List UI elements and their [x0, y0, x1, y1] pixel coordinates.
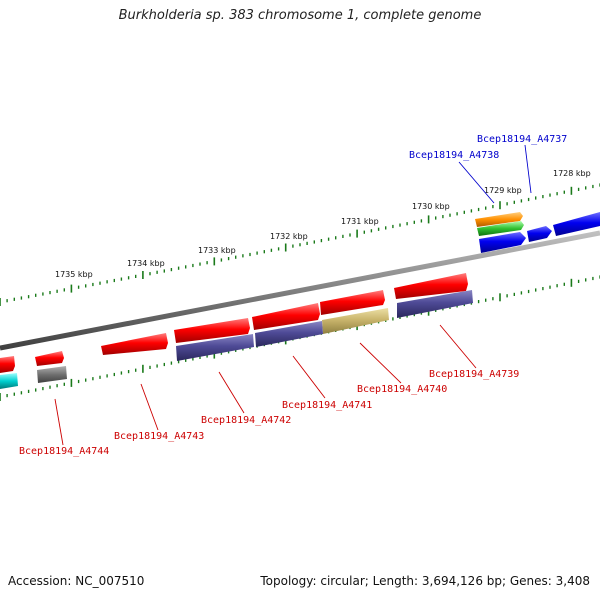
topology-text: Topology: circular; Length: 3,694,126 bp… — [260, 574, 590, 588]
scale-label-1730: 1730 kbp — [412, 202, 450, 211]
gene-red-a4740[interactable] — [320, 290, 385, 315]
chromosome-backbone — [0, 230, 600, 351]
gene-label-a4738[interactable]: Bcep18194_A4738 — [409, 150, 499, 161]
gene-khaki[interactable] — [322, 308, 389, 334]
gene-red-a4743[interactable] — [101, 333, 168, 355]
gene-red-a4744[interactable] — [35, 351, 64, 366]
gene-blue-1[interactable] — [479, 232, 526, 253]
scale-label-1729: 1729 kbp — [484, 186, 522, 195]
red-gene-track — [0, 273, 468, 373]
outer-scale-ring — [0, 183, 600, 306]
gene-label-a4741[interactable]: Bcep18194_A4741 — [282, 400, 372, 411]
label-leaders — [54, 144, 532, 446]
gene-gray[interactable] — [37, 366, 67, 383]
gene-purple-2[interactable] — [255, 321, 323, 347]
gene-label-a4743[interactable]: Bcep18194_A4743 — [114, 431, 204, 442]
gene-cyan[interactable] — [0, 373, 18, 389]
scale-label-1732: 1732 kbp — [270, 232, 308, 241]
gene-red-a4739[interactable] — [394, 273, 468, 299]
gene-label-a4739[interactable]: Bcep18194_A4739 — [429, 369, 519, 380]
gene-label-a4737[interactable]: Bcep18194_A4737 — [477, 134, 567, 145]
scale-label-1734: 1734 kbp — [127, 259, 165, 268]
gene-label-a4740[interactable]: Bcep18194_A4740 — [357, 384, 447, 395]
scale-label-1735: 1735 kbp — [55, 270, 93, 279]
gene-red-a4741[interactable] — [252, 303, 320, 330]
gene-purple-1[interactable] — [397, 290, 473, 318]
gene-labels: Bcep18194_A4737 Bcep18194_A4738 Bcep1819… — [19, 134, 567, 457]
upper-gene-track — [475, 212, 600, 253]
gene-label-a4744[interactable]: Bcep18194_A4744 — [19, 446, 109, 457]
gene-orange[interactable] — [475, 212, 523, 227]
accession-text: Accession: NC_007510 — [8, 574, 145, 588]
page-title: Burkholderia sp. 383 chromosome 1, compl… — [118, 8, 482, 23]
scale-label-1733: 1733 kbp — [198, 246, 236, 255]
gene-purple-3[interactable] — [176, 334, 254, 361]
gene-label-a4742[interactable]: Bcep18194_A4742 — [201, 415, 291, 426]
scale-label-1728: 1728 kbp — [553, 169, 591, 178]
scale-label-1731: 1731 kbp — [341, 217, 379, 226]
gene-green[interactable] — [477, 221, 524, 236]
lower-gene-track — [0, 290, 473, 389]
scale-labels: 1735 kbp 1734 kbp 1733 kbp 1732 kbp 1731… — [55, 169, 591, 279]
gene-red-edge[interactable] — [0, 356, 15, 373]
gene-blue-2[interactable] — [527, 226, 552, 242]
gene-red-a4742[interactable] — [174, 318, 250, 343]
gene-blue-3[interactable] — [553, 212, 600, 236]
